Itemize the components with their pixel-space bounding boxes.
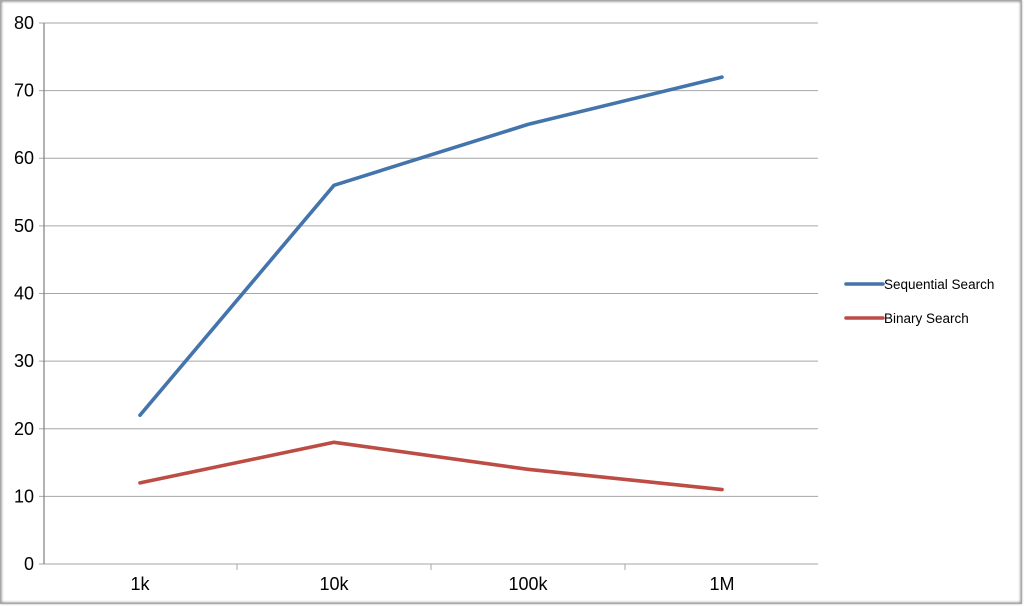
svg-text:1M: 1M <box>709 574 734 594</box>
svg-text:10k: 10k <box>319 574 349 594</box>
svg-text:40: 40 <box>14 284 34 304</box>
svg-text:Binary Search: Binary Search <box>884 311 969 326</box>
svg-text:10: 10 <box>14 486 34 506</box>
svg-text:80: 80 <box>14 13 34 33</box>
svg-text:1k: 1k <box>130 574 150 594</box>
svg-text:60: 60 <box>14 148 34 168</box>
svg-text:100k: 100k <box>508 574 548 594</box>
svg-text:20: 20 <box>14 419 34 439</box>
svg-text:70: 70 <box>14 81 34 101</box>
svg-text:Sequential Search: Sequential Search <box>884 277 994 292</box>
svg-text:30: 30 <box>14 351 34 371</box>
svg-text:50: 50 <box>14 216 34 236</box>
svg-text:0: 0 <box>24 554 34 574</box>
